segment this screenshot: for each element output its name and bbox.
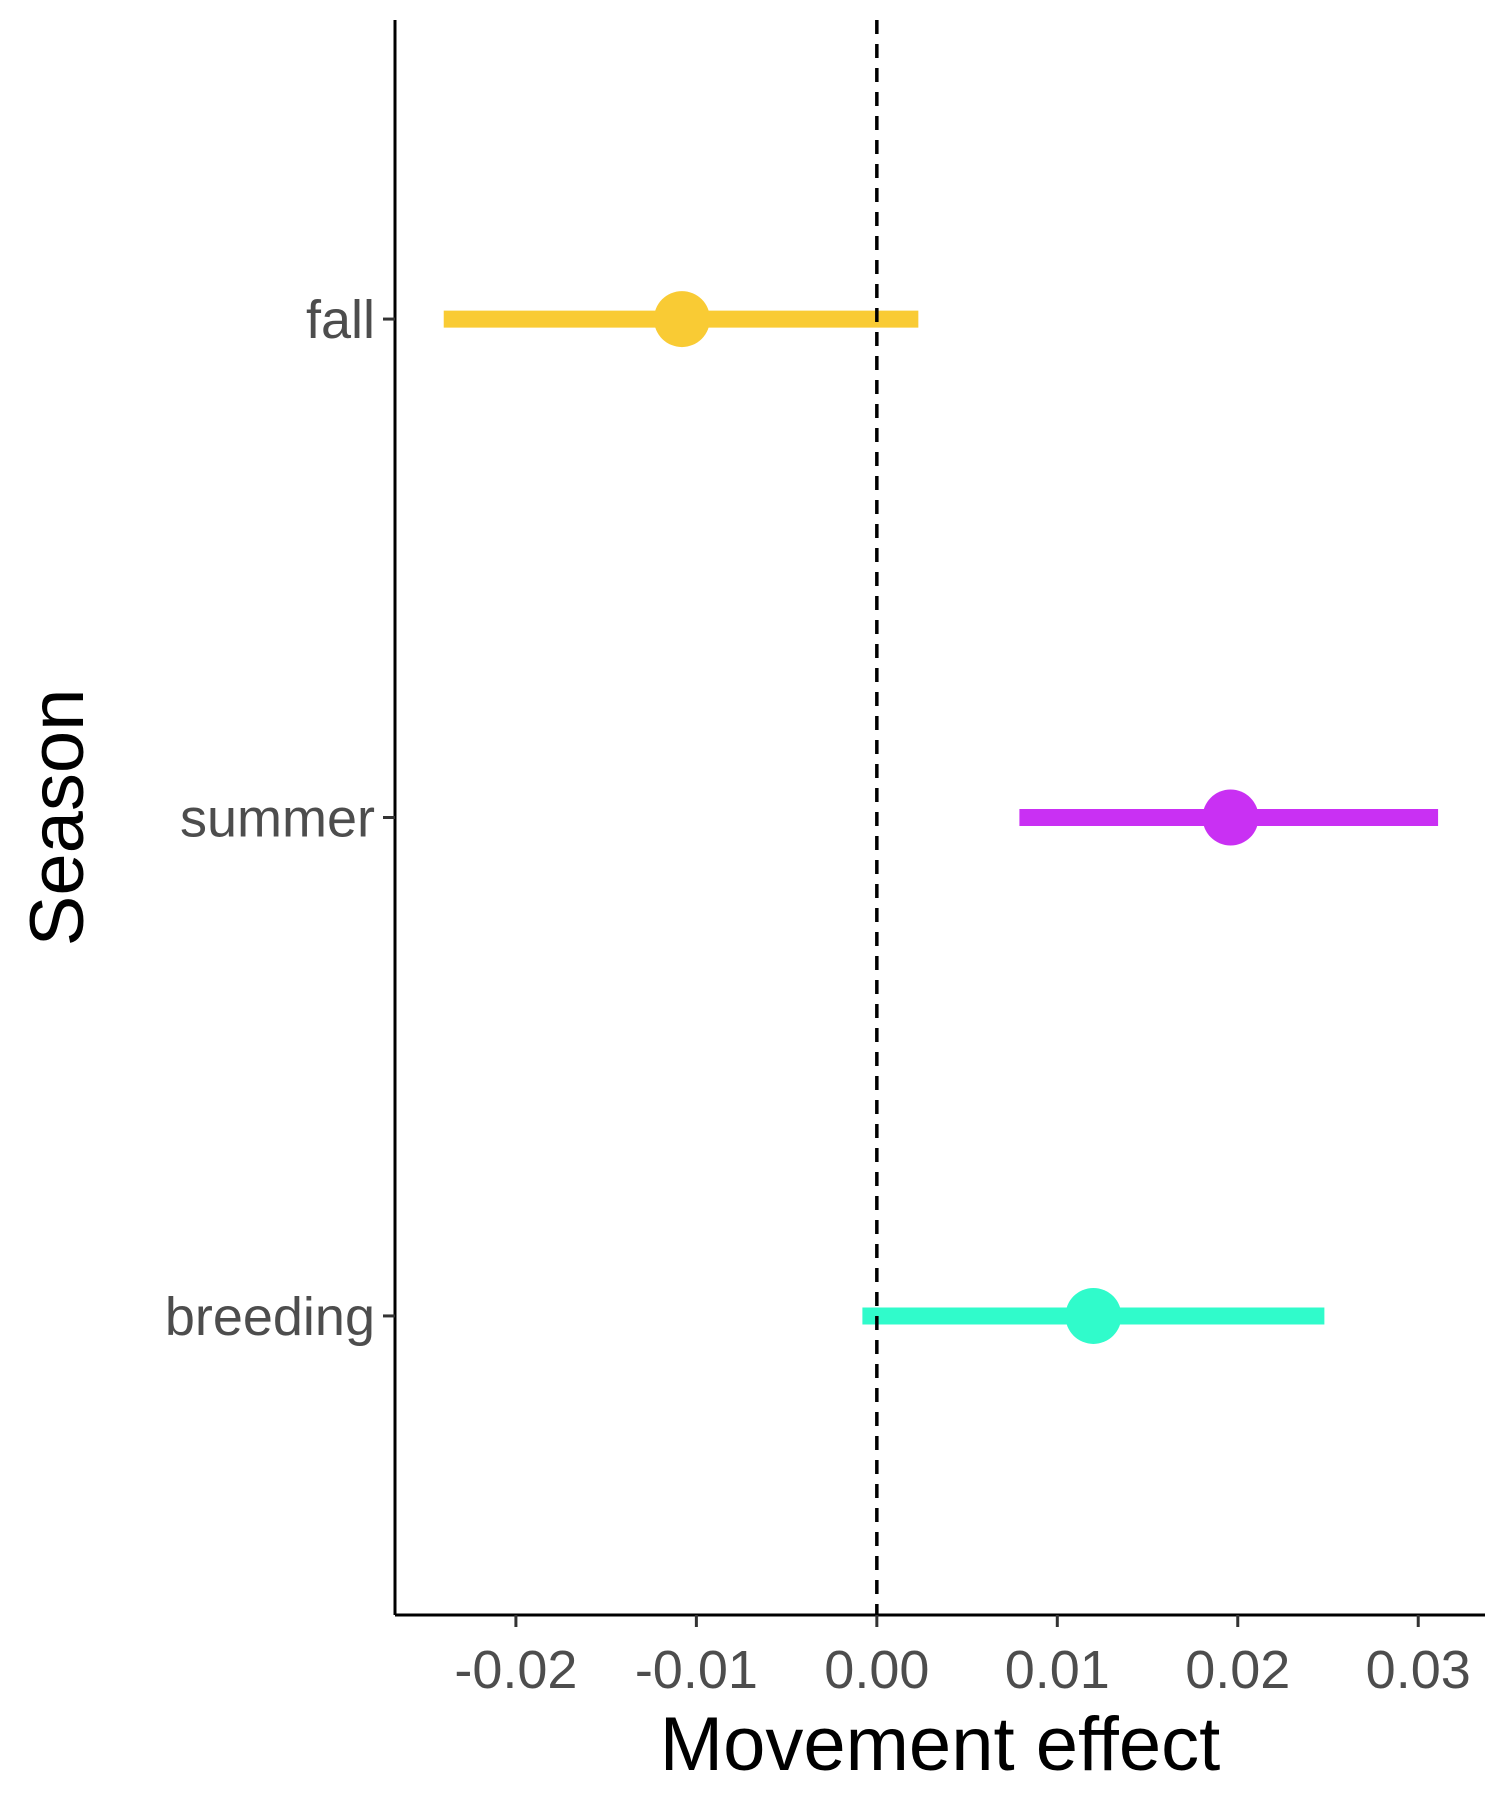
point-fall	[653, 291, 710, 348]
x-tick-label: 0.02	[1185, 1640, 1290, 1700]
marks-layer	[443, 20, 1439, 1615]
x-tick-label: 0.00	[824, 1640, 929, 1700]
x-tick-label: 0.03	[1366, 1640, 1471, 1700]
x-axis-title: Movement effect	[660, 1702, 1220, 1787]
y-axis-title: Season	[15, 689, 100, 947]
y-tick-label-fall: fall	[306, 290, 375, 350]
x-tick-label: -0.02	[454, 1640, 577, 1700]
y-axis-ticks: fall summer breeding	[165, 290, 395, 1347]
y-tick-label-breeding: breeding	[165, 1287, 375, 1347]
y-tick-label-summer: summer	[180, 789, 375, 849]
x-axis-ticks: -0.02 -0.01 0.00 0.01 0.02 0.03	[454, 1615, 1471, 1700]
point-breeding	[1065, 1287, 1122, 1344]
point-summer	[1202, 789, 1259, 846]
x-tick-label: 0.01	[1005, 1640, 1110, 1700]
x-tick-label: -0.01	[635, 1640, 758, 1700]
